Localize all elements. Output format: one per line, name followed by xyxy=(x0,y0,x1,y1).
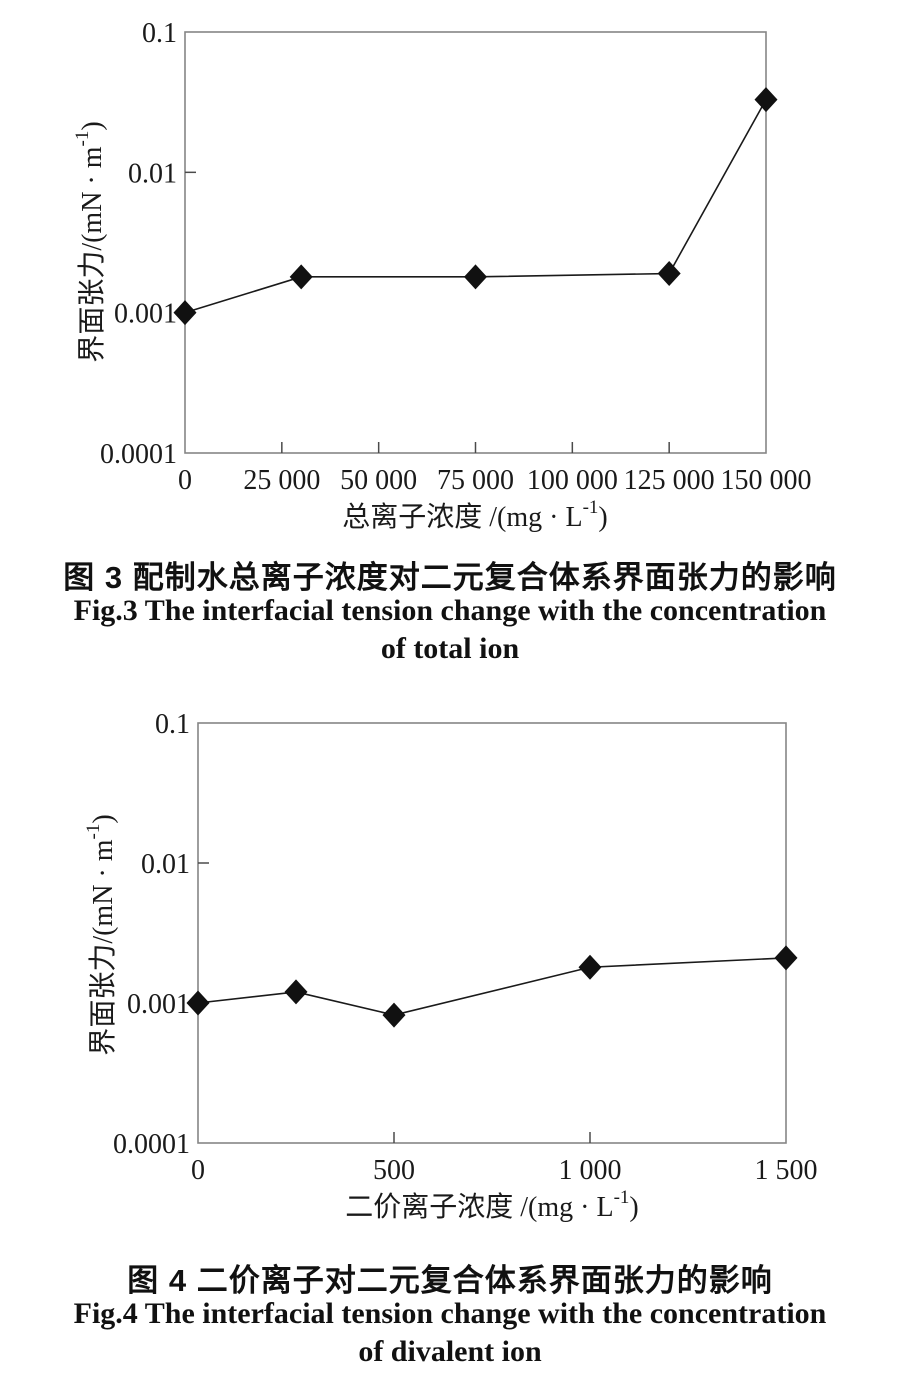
fig4-caption-english-line1: Fig.4 The interfacial tension change wit… xyxy=(73,1297,827,1330)
fig4-line-chart: 0 500 1 000 1 500 0.1 0.01 0.001 0.0001 二价离子浓度 /… xyxy=(83,709,818,1223)
data-point-marker xyxy=(657,261,681,287)
y-tick-label: 0.01 xyxy=(128,158,177,189)
data-point-marker xyxy=(774,945,798,971)
data-point-marker xyxy=(754,87,778,113)
x-axis-title: 二价离子浓度 /(mg · L-1) xyxy=(345,1187,638,1223)
fig4-caption-chinese: 图 4 二价离子对二元复合体系界面张力的影响 xyxy=(127,1263,773,1298)
y-tick-label: 0.01 xyxy=(141,849,190,880)
x-tick-label: 25 000 xyxy=(243,465,320,496)
x-tick-label: 500 xyxy=(373,1155,415,1186)
y-axis-title: 界面张力/(mN · m-1) xyxy=(83,814,119,1055)
data-point-marker xyxy=(173,300,197,326)
y-tick-label: 0.001 xyxy=(114,299,177,330)
x-tick-label: 100 000 xyxy=(527,465,618,496)
fig3-caption-chinese: 图 3 配制水总离子浓度对二元复合体系界面张力的影响 xyxy=(63,560,837,595)
x-tick-label: 125 000 xyxy=(624,465,715,496)
data-line xyxy=(197,957,787,1016)
x-axis-title: 总离子浓度 /(mg · L-1) xyxy=(342,497,607,533)
x-tick-label: 1 500 xyxy=(755,1155,818,1186)
x-tick-label: 0 xyxy=(191,1155,205,1186)
y-tick-label: 0.1 xyxy=(155,709,190,740)
data-point-marker xyxy=(186,990,210,1016)
fig4-caption-english-line2: of divalent ion xyxy=(358,1335,542,1368)
data-point-marker xyxy=(578,954,602,980)
data-point-marker xyxy=(382,1002,406,1028)
y-axis-title: 界面张力/(mN · m-1) xyxy=(72,121,108,362)
x-tick-label: 0 xyxy=(178,465,192,496)
fig3-line-chart: 0 25 000 50 000 75 000 100 000 125 000 150 000… xyxy=(72,18,812,533)
x-tick-label: 75 000 xyxy=(437,465,514,496)
y-tick-label: 0.0001 xyxy=(100,439,177,470)
y-tick-label: 0.1 xyxy=(142,18,177,49)
plot-frame xyxy=(184,31,767,454)
fig3-caption-english-line1: Fig.3 The interfacial tension change wit… xyxy=(73,594,827,627)
x-tick-label: 1 000 xyxy=(559,1155,622,1186)
y-tick-label: 0.0001 xyxy=(113,1129,190,1160)
y-tick-label: 0.001 xyxy=(127,989,190,1020)
x-tick-label: 150 000 xyxy=(721,465,812,496)
x-tick-label: 50 000 xyxy=(340,465,417,496)
fig3-caption-english-line2: of total ion xyxy=(380,632,520,665)
data-point-marker xyxy=(284,979,308,1005)
data-point-marker xyxy=(464,264,487,290)
plot-frame xyxy=(197,722,787,1144)
data-point-marker xyxy=(289,264,313,290)
